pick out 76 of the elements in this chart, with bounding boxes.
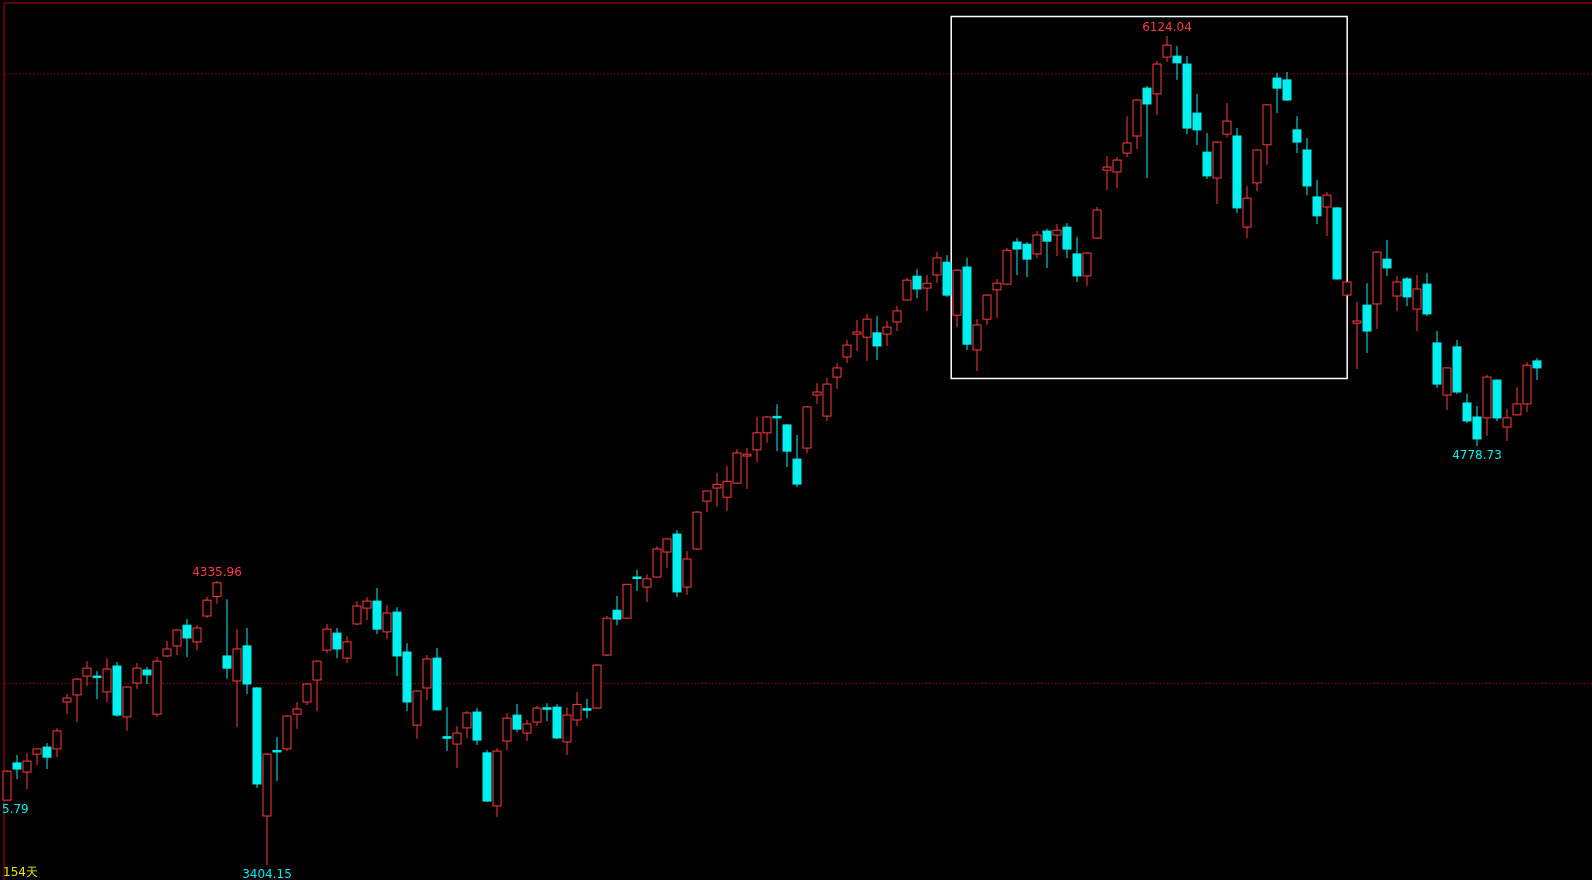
candlestick [502, 712, 512, 751]
candlestick [202, 596, 212, 619]
candlestick [192, 624, 202, 651]
candlestick [342, 635, 352, 664]
candlestick [632, 569, 642, 592]
candlestick [92, 670, 102, 700]
candlestick [532, 705, 542, 727]
candlestick [1082, 251, 1092, 287]
annotation: 4778.73 [1452, 448, 1502, 463]
candlestick [1382, 239, 1392, 277]
candlestick [462, 710, 472, 739]
candlestick [272, 736, 282, 782]
candlestick [52, 727, 62, 758]
candlestick [912, 268, 922, 299]
candlestick [22, 752, 32, 790]
candlestick [932, 251, 942, 284]
candlestick [172, 628, 182, 656]
candlestick [32, 748, 42, 766]
candlestick [42, 742, 52, 770]
candlestick [292, 701, 302, 730]
candlestick [1402, 276, 1412, 307]
candlestick [72, 677, 82, 723]
candlestick [832, 362, 842, 390]
candlestick [332, 627, 342, 659]
candlestick [1162, 35, 1172, 63]
candlestick [1072, 236, 1082, 283]
candlestick [82, 660, 92, 687]
candlestick [1322, 191, 1332, 237]
candlestick [902, 277, 912, 302]
candlestick [1412, 274, 1422, 332]
candlestick [582, 698, 592, 719]
annotation: 154天 [3, 865, 38, 879]
candlestick [922, 274, 932, 312]
candlestick [1392, 275, 1402, 312]
candlestick [1052, 223, 1062, 257]
candlestick [1312, 179, 1322, 225]
candlestick [442, 706, 452, 752]
candlestick [1122, 115, 1132, 158]
annotation: 4335.96 [192, 564, 242, 579]
candlestick [882, 320, 892, 347]
candlestick [1502, 408, 1512, 442]
candlestick [322, 623, 332, 654]
candlestick [1202, 132, 1212, 180]
candlestick [182, 618, 192, 658]
annotation: 5.79 [2, 802, 29, 817]
candlestick [512, 703, 522, 733]
candlestick [612, 595, 622, 626]
candlestick [452, 725, 462, 769]
annotation: 3404.15 [242, 867, 292, 880]
candlestick [142, 666, 152, 685]
candlestick [842, 339, 852, 364]
candlestick [1532, 357, 1542, 381]
candlestick [1062, 222, 1072, 259]
candlestick [1172, 45, 1182, 81]
candlestick [872, 315, 882, 361]
candlestick [382, 604, 392, 640]
candlestick [772, 403, 782, 452]
candlestick [62, 693, 72, 715]
candlestick [522, 719, 532, 742]
candlestick [702, 490, 712, 513]
candlestick [312, 660, 322, 712]
candlestick [892, 305, 902, 332]
candlestick [222, 598, 232, 680]
annotation: 6124.04 [1142, 20, 1192, 34]
candlestick [212, 580, 222, 605]
candlestick [1352, 301, 1362, 370]
candlestick [302, 682, 312, 706]
candlestick [102, 657, 112, 703]
candlestick [1032, 230, 1042, 259]
candlestick [1042, 228, 1052, 269]
candlestick [132, 662, 142, 690]
candlestick [1142, 85, 1152, 179]
candlestick [12, 754, 22, 780]
candlestick [1292, 115, 1302, 154]
candlestick [642, 573, 652, 603]
candlestick [1222, 102, 1232, 138]
